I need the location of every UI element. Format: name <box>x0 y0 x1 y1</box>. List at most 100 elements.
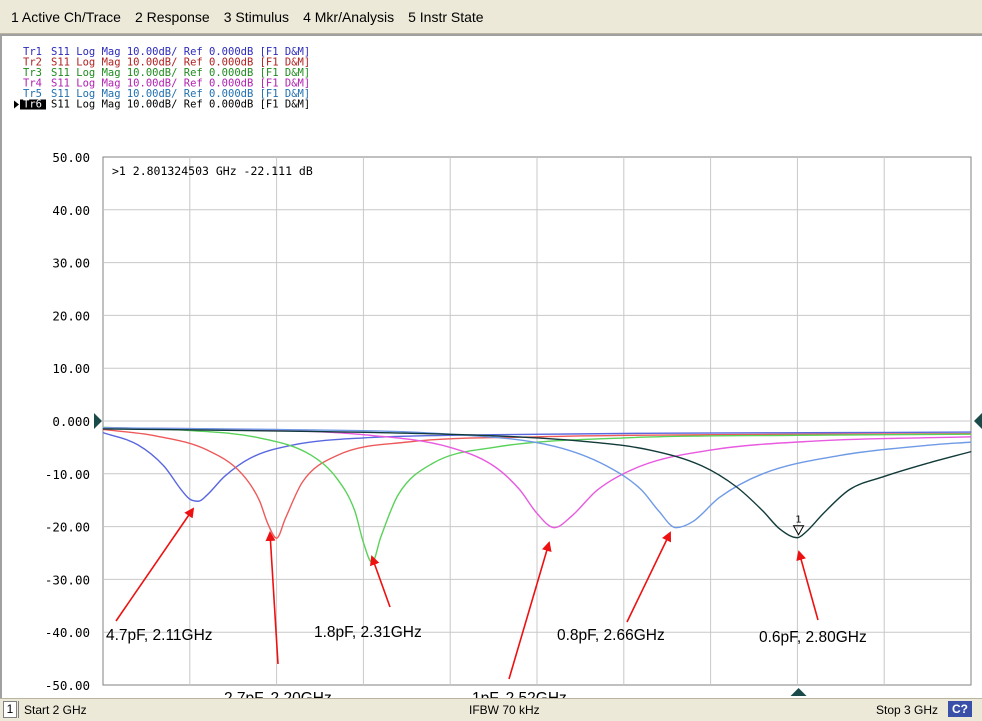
status-divider <box>18 701 19 718</box>
trace-id-tr1[interactable]: Tr1 <box>23 46 42 58</box>
trace-id-tr2[interactable]: Tr2 <box>23 57 42 69</box>
menu-bar: 1 Active Ch/Trace 2 Response 3 Stimulus 4 M… <box>0 0 982 34</box>
trace-tr5-point <box>675 527 677 529</box>
annotation-arrow <box>508 541 552 680</box>
trace-tr6-point <box>762 510 764 512</box>
y-tick-label: 10.00 <box>52 361 90 376</box>
trace-tr5-point <box>692 520 694 522</box>
trace-tr4-line[interactable] <box>102 427 972 529</box>
trace-tr1-point <box>163 465 165 467</box>
trace-tr2-point <box>267 523 269 525</box>
trace-tr2-point <box>276 537 278 539</box>
trace-tr3-point <box>362 541 364 543</box>
trace-tr6-point <box>579 440 581 442</box>
trace-tr1-point <box>293 444 295 446</box>
trace-tr1-point <box>224 475 226 477</box>
trace-tr2-point <box>536 436 538 438</box>
trace-tr5-point <box>970 441 972 443</box>
trace-tr4-point <box>640 465 642 467</box>
trace-tr3-point <box>336 478 338 480</box>
menu-active-ch-trace[interactable]: 1 Active Ch/Trace <box>11 8 121 25</box>
trace-tr6-line[interactable] <box>102 428 972 539</box>
trace-tr1-point <box>250 457 252 459</box>
channel-indicator[interactable]: 1 <box>3 701 17 718</box>
trace-tr6-point <box>779 528 781 530</box>
trace-tr3-point <box>380 536 382 538</box>
trace-status-tr1[interactable]: S11 Log Mag 10.00dB/ Ref 0.000dB [F1 D&M… <box>51 46 310 58</box>
trace-tr4-point <box>597 489 599 491</box>
stop-frequency[interactable]: Stop 3 GHz <box>876 703 939 717</box>
trace-status-tr5[interactable]: S11 Log Mag 10.00dB/ Ref 0.000dB [F1 D&M… <box>51 88 310 100</box>
menu-instr-state[interactable]: 5 Instr State <box>408 8 484 25</box>
annotation-label: 0.6pF, 2.80GHz <box>759 629 867 646</box>
marker-triangle[interactable] <box>792 525 805 536</box>
trace-tr3-line[interactable] <box>102 426 972 564</box>
trace-tr2-line[interactable] <box>102 428 972 539</box>
trace-tr6-point <box>319 431 321 433</box>
trace-tr6-point <box>927 462 929 464</box>
start-frequency[interactable]: Start 2 GHz <box>24 703 87 717</box>
trace-id-tr3[interactable]: Tr3 <box>23 67 42 79</box>
trace-tr5-point <box>553 445 555 447</box>
trace-tr1-point <box>189 498 191 500</box>
annotation-arrow <box>370 555 391 608</box>
trace-tr6-point <box>970 451 972 453</box>
y-tick-label: 40.00 <box>52 203 90 218</box>
marker-readout[interactable]: >1 2.801324503 GHz -22.111 dB <box>112 164 313 178</box>
reference-level-marker-left[interactable] <box>94 413 102 429</box>
trace-tr6-point <box>649 449 651 451</box>
y-tick-label: -10.00 <box>45 467 90 482</box>
trace-tr4-point <box>553 527 555 529</box>
reference-level-marker-right[interactable] <box>974 413 982 429</box>
trace-tr3-point <box>623 437 625 439</box>
annotation-arrow <box>265 531 279 665</box>
trace-tr5-point <box>927 444 929 446</box>
annotation-label: 1.8pF, 2.31GHz <box>314 624 422 641</box>
trace-tr2-point <box>406 441 408 443</box>
trace-id-tr6[interactable]: Tr6 <box>23 99 42 111</box>
trace-status-tr6[interactable]: S11 Log Mag 10.00dB/ Ref 0.000dB [F1 D&M… <box>51 99 310 111</box>
trace-tr3-point <box>354 510 356 512</box>
trace-tr4-point <box>536 512 538 514</box>
trace-tr1-point <box>493 434 495 436</box>
trace-id-tr4[interactable]: Tr4 <box>23 78 42 90</box>
menu-response[interactable]: 2 Response <box>134 8 210 25</box>
marker-position-indicator[interactable] <box>790 688 807 696</box>
trace-tr1-point <box>840 432 842 434</box>
trace-tr6-point <box>883 475 885 477</box>
trace-tr6-point <box>796 537 798 539</box>
y-tick-label: -50.00 <box>45 678 90 693</box>
trace-tr5-point <box>840 454 842 456</box>
menu-mkr-analysis[interactable]: 4 Mkr/Analysis <box>303 8 395 25</box>
y-tick-label: 30.00 <box>52 256 90 271</box>
annotation-label: 2.7pF, 2.20GHz <box>224 690 332 698</box>
trace-id-tr5[interactable]: Tr5 <box>23 88 42 100</box>
trace-tr3-point <box>796 434 798 436</box>
annotation-label: 1pF, 2.52GHz <box>472 690 567 698</box>
trace-tr6-point <box>493 435 495 437</box>
trace-tr4-point <box>449 446 451 448</box>
trace-tr6-point <box>701 465 703 467</box>
trace-tr1-point <box>137 444 139 446</box>
trace-tr1-point <box>197 500 199 502</box>
trace-tr4-point <box>362 434 364 436</box>
trace-tr4-point <box>519 489 521 491</box>
trace-tr1-point <box>362 437 364 439</box>
annotation-label: 0.8pF, 2.66GHz <box>557 627 665 644</box>
y-tick-label: 20.00 <box>52 308 90 323</box>
trace-status-tr3[interactable]: S11 Log Mag 10.00dB/ Ref 0.000dB [F1 D&M… <box>51 67 310 79</box>
annotation-label: 4.7pF, 2.11GHz <box>106 627 213 644</box>
trace-tr1-point <box>206 494 208 496</box>
y-tick-label: 0.000 <box>52 414 90 429</box>
if-bandwidth[interactable]: IFBW 70 kHz <box>469 703 540 717</box>
calibration-status[interactable]: C? <box>948 701 972 717</box>
trace-tr4-point <box>493 465 495 467</box>
trace-status-tr2[interactable]: S11 Log Mag 10.00dB/ Ref 0.000dB [F1 D&M… <box>51 57 310 69</box>
trace-tr6-point <box>102 428 104 430</box>
trace-tr2-point <box>154 435 156 437</box>
trace-tr3-point <box>432 462 434 464</box>
trace-tr1-point <box>666 432 668 434</box>
trace-tr4-point <box>710 449 712 451</box>
trace-status-tr4[interactable]: S11 Log Mag 10.00dB/ Ref 0.000dB [F1 D&M… <box>51 78 310 90</box>
menu-stimulus[interactable]: 3 Stimulus <box>223 8 290 25</box>
